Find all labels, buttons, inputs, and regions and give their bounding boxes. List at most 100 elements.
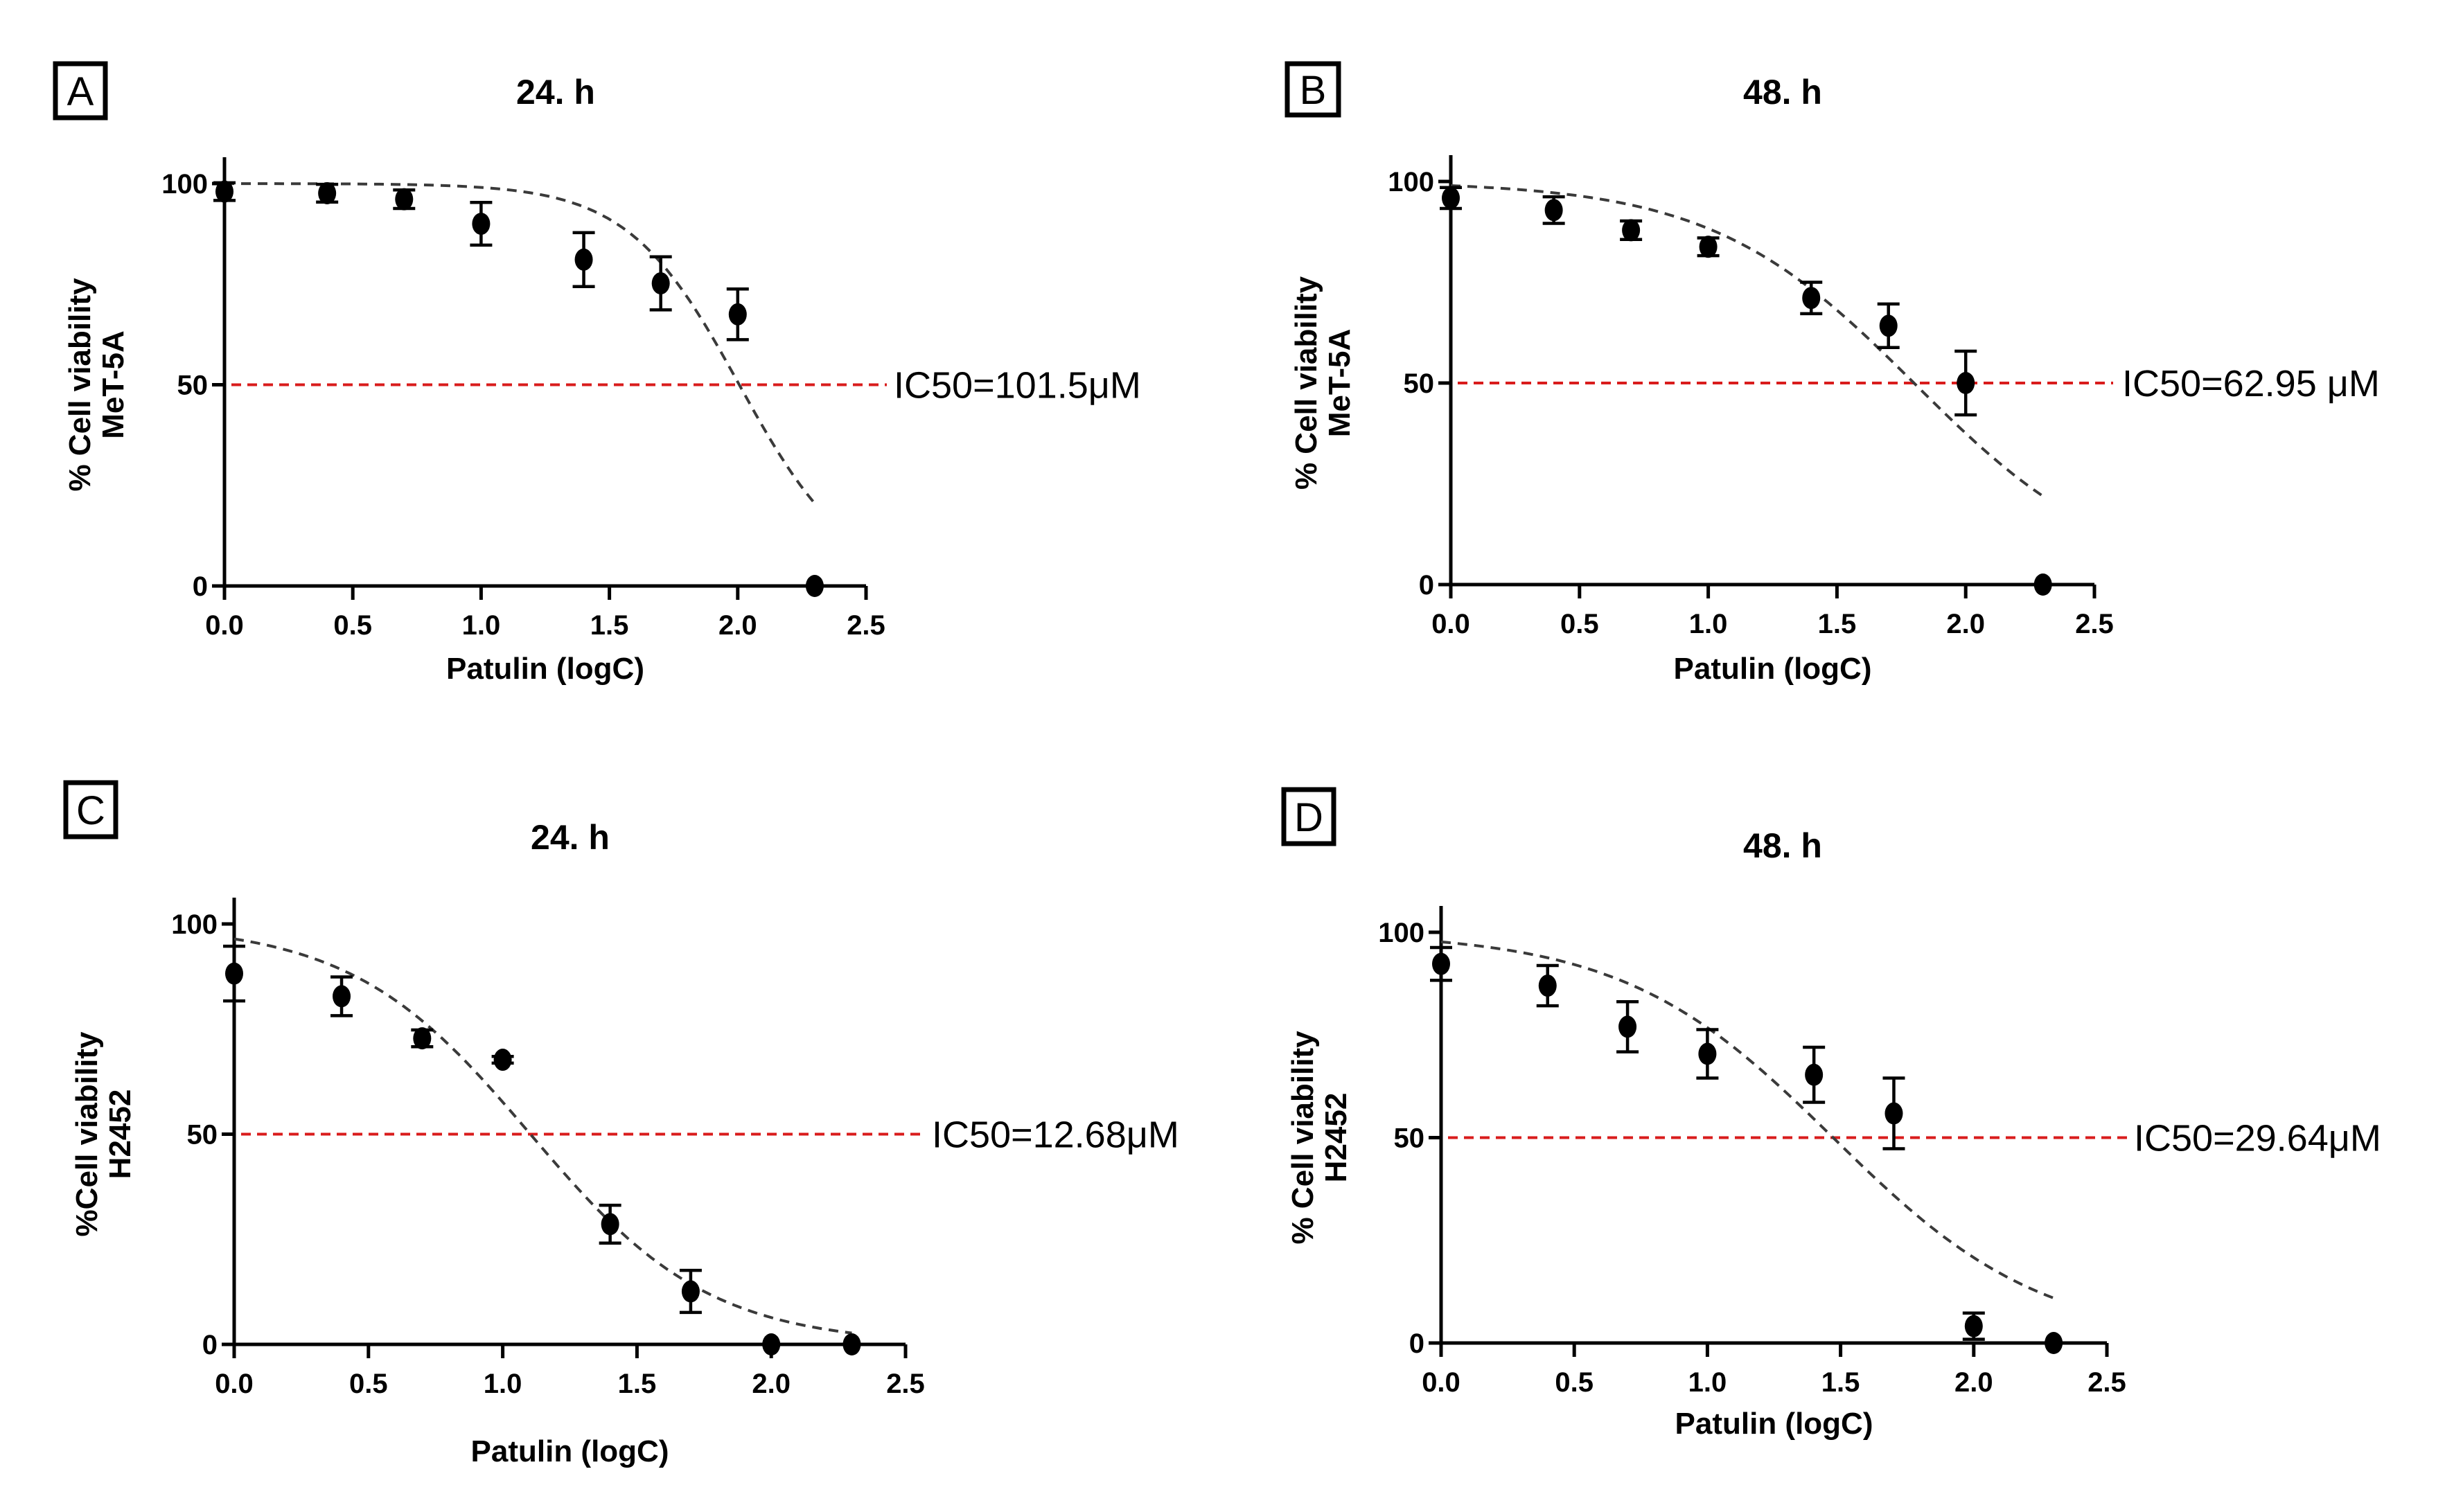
x-tick-label: 0.0 (1431, 609, 1470, 639)
y-axis-label-line2: MeT-5A (96, 330, 130, 438)
x-tick-label: 1.5 (1818, 609, 1857, 639)
data-point (215, 180, 233, 203)
plot-area: 0.0 0.5 1.0 1.5 2.0 2.5 0 50 100 (171, 898, 925, 1399)
data-point (1698, 1042, 1717, 1065)
data-point (1964, 1315, 1983, 1337)
panel-title: 24. h (531, 818, 610, 857)
data-point (805, 575, 824, 597)
x-tick-label: 0.5 (349, 1369, 388, 1399)
plot-area: 0.0 0.5 1.0 1.5 2.0 2.5 0 50 100 (161, 157, 887, 641)
x-tick-label: 0.0 (205, 610, 244, 641)
y-tick-label: 50 (1404, 368, 1435, 399)
y-axis-label-line1: % Cell viability (1289, 276, 1323, 490)
x-tick-label: 0.5 (333, 610, 372, 641)
fit-curve (1450, 184, 2044, 497)
data-point (1805, 1063, 1824, 1086)
data-point (472, 213, 491, 235)
y-tick-label: 50 (1394, 1123, 1425, 1154)
panel-title: 48. h (1743, 826, 1822, 865)
x-tick-label: 2.0 (718, 610, 757, 641)
y-axis-label-line2: H2452 (1319, 1093, 1353, 1183)
data-point (395, 188, 414, 211)
data-point (601, 1213, 619, 1236)
x-tick-label: 1.5 (590, 610, 629, 641)
x-tick-label: 0.5 (1560, 609, 1599, 639)
data-point (728, 303, 747, 326)
y-tick-label: 50 (187, 1120, 218, 1150)
y-axis-label: %Cell viability H2452 (70, 1031, 137, 1236)
x-tick-label: 0.5 (1555, 1367, 1594, 1398)
data-point (1699, 235, 1718, 258)
x-tick-label: 2.5 (2075, 609, 2114, 639)
panel-label: D (1294, 795, 1323, 840)
data-point (333, 985, 351, 1008)
plot-area: 0.0 0.5 1.0 1.5 2.0 2.5 0 50 100 (1388, 155, 2114, 639)
data-point (1432, 952, 1450, 975)
y-axis-label: % Cell viability MeT-5A (1289, 276, 1357, 490)
data-point (1957, 372, 1975, 394)
y-tick-label: 100 (161, 169, 208, 199)
data-point (1538, 975, 1557, 997)
x-axis-label: Patulin (logC) (446, 652, 644, 686)
panel-label-box (63, 780, 118, 839)
y-tick-label: 0 (1419, 570, 1434, 601)
data-point (1622, 219, 1641, 242)
x-tick-label: 2.0 (1954, 1367, 1993, 1398)
panel-label: C (76, 788, 105, 833)
data-point (1544, 199, 1563, 222)
panel-b: B 48. h % Cell viability MeT-5A Patulin … (1285, 61, 2380, 686)
x-tick-label: 1.5 (1821, 1367, 1860, 1398)
panel-label: B (1300, 68, 1327, 113)
x-tick-label: 1.5 (618, 1369, 657, 1399)
data-point (1884, 1102, 1903, 1125)
x-tick-label: 2.5 (847, 610, 885, 641)
data-point (651, 272, 670, 295)
x-tick-label: 1.0 (1689, 609, 1728, 639)
y-tick-label: 0 (1409, 1328, 1424, 1359)
x-tick-label: 2.0 (752, 1369, 791, 1399)
y-tick-label: 100 (1388, 167, 1434, 197)
x-tick-label: 1.0 (1688, 1367, 1727, 1398)
data-point (574, 248, 593, 271)
y-axis-label-line1: % Cell viability (63, 278, 97, 492)
x-axis-label: Patulin (logC) (471, 1434, 669, 1468)
y-axis-label-line2: MeT-5A (1323, 329, 1357, 437)
x-tick-label: 2.5 (886, 1369, 925, 1399)
y-tick-label: 100 (171, 909, 218, 940)
panel-title: 24. h (516, 73, 595, 112)
y-tick-label: 0 (202, 1330, 218, 1360)
data-point (1879, 314, 1898, 337)
y-axis-label: % Cell viability MeT-5A (63, 278, 130, 492)
x-tick-label: 2.5 (2087, 1367, 2126, 1398)
x-tick-label: 2.0 (1946, 609, 1985, 639)
panel-c: C 24. h %Cell viability H2452 Patulin (l… (63, 780, 1179, 1468)
data-point (762, 1333, 781, 1355)
fit-curve (233, 937, 852, 1335)
data-point (1442, 186, 1460, 209)
x-axis-label: Patulin (logC) (1674, 652, 1872, 686)
ic50-annotation: IC50=29.64μM (2134, 1118, 2381, 1159)
x-tick-label: 1.0 (462, 610, 501, 641)
fit-curve (224, 182, 816, 505)
x-tick-label: 1.0 (484, 1369, 522, 1399)
y-tick-label: 50 (177, 371, 209, 401)
y-axis-label: % Cell viability H2452 (1286, 1031, 1353, 1245)
data-point (413, 1027, 432, 1050)
x-axis-label: Patulin (logC) (1675, 1407, 1873, 1441)
panel-d: D 48. h % Cell viability H2452 Patulin (… (1281, 787, 2381, 1441)
x-tick-label: 0.0 (215, 1369, 254, 1399)
ic50-annotation: IC50=101.5μM (894, 365, 1141, 407)
data-point (842, 1333, 861, 1355)
y-axis-label-line1: %Cell viability (70, 1031, 104, 1236)
plot-area: 0.0 0.5 1.0 1.5 2.0 2.5 0 50 100 (1378, 906, 2127, 1398)
data-point (2033, 573, 2052, 596)
data-point (1802, 287, 1821, 310)
fit-curve (1440, 940, 2054, 1299)
panel-label: A (67, 69, 94, 114)
y-axis-label-line2: H2452 (103, 1089, 137, 1180)
data-point (681, 1280, 700, 1303)
panel-label-box (1285, 61, 1341, 118)
panel-label-box (53, 61, 108, 121)
